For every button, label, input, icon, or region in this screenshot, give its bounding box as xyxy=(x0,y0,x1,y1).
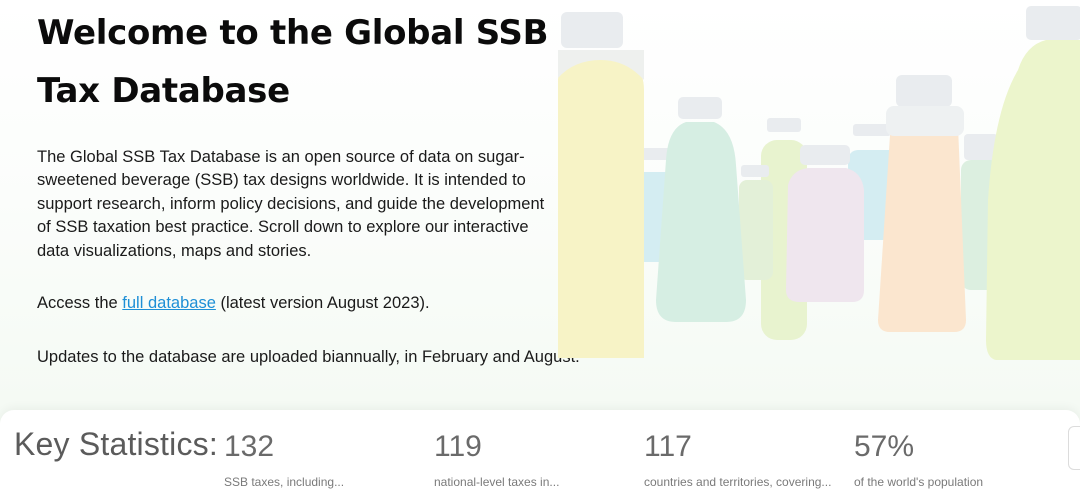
updates-paragraph: Updates to the database are uploaded bia… xyxy=(37,348,580,366)
stat-label: countries and territories, covering... xyxy=(644,475,832,489)
stat-ssb-taxes: 132 SSB taxes, including... xyxy=(224,430,414,489)
beverage-bottles-illustration xyxy=(558,6,1080,360)
bottle-green xyxy=(656,97,746,322)
key-statistics-bar: Key Statistics: 132 SSB taxes, including… xyxy=(0,410,1080,497)
stat-value: 117 xyxy=(644,430,692,463)
stat-label: national-level taxes in... xyxy=(434,475,560,489)
stat-value: 132 xyxy=(224,430,275,463)
bottle-back-small xyxy=(739,165,773,280)
full-database-link[interactable]: full database xyxy=(122,294,216,312)
intro-paragraph: The Global SSB Tax Database is an open s… xyxy=(37,148,545,260)
stat-countries: 117 countries and territories, covering.… xyxy=(644,430,834,489)
stat-value: 57% xyxy=(854,430,915,463)
access-suffix: (latest version August 2023). xyxy=(215,294,430,312)
key-statistics-title: Key Statistics: xyxy=(14,426,218,462)
bottle-pink xyxy=(786,145,864,302)
hero-text: Welcome to the Global SSB Tax Database T… xyxy=(37,0,580,366)
bottle-yellow-left xyxy=(558,12,644,358)
stat-population: 57% of the world's population xyxy=(854,430,1044,489)
bottle-orange xyxy=(878,75,966,332)
stat-value: 119 xyxy=(434,430,482,463)
stat-national-taxes: 119 national-level taxes in... xyxy=(434,430,624,489)
stat-label: SSB taxes, including... xyxy=(224,475,345,489)
hero-section: Welcome to the Global SSB Tax Database T… xyxy=(37,0,1080,366)
bottle-yellow-green-right xyxy=(986,6,1080,360)
access-prefix: Access the xyxy=(37,294,123,312)
page-title: Welcome to the Global SSB Tax Database xyxy=(37,13,549,111)
side-panel-tab[interactable] xyxy=(1068,426,1080,470)
access-paragraph: Access the full database (latest version… xyxy=(37,292,430,315)
stat-label: of the world's population xyxy=(854,475,984,489)
